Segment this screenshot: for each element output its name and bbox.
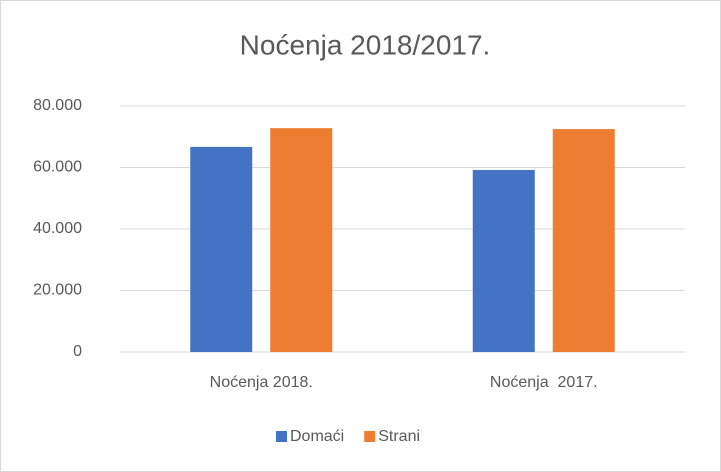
legend-label: Domaći [290,428,344,445]
legend-swatch [276,431,287,442]
x-tick-label: Noćenja 2017. [490,374,598,391]
y-tick-label: 40.000 [33,220,82,237]
x-tick-label: Noćenja 2018. [210,374,313,391]
chart-title: Noćenja 2018/2017. [240,29,491,60]
bar [270,128,333,352]
y-tick-label: 60.000 [33,159,82,176]
bar [552,129,615,352]
y-tick-label: 80.000 [33,97,82,114]
bar [472,169,535,352]
y-tick-label: 0 [73,343,82,360]
bar [190,146,253,352]
legend-label: Strani [378,428,420,445]
legend-swatch [364,431,376,442]
y-tick-label: 20.000 [33,282,82,299]
